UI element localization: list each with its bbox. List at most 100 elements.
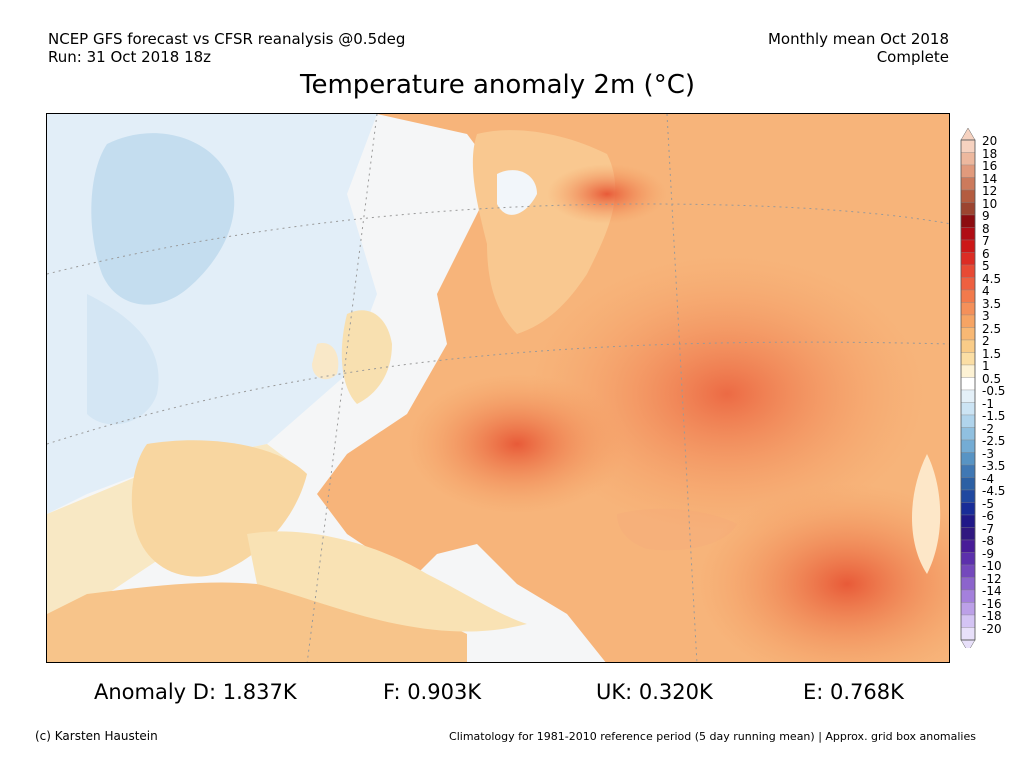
- colorbar: [960, 128, 976, 648]
- colorbar-swatch: [960, 264, 976, 278]
- ireland: [312, 343, 339, 380]
- map-title: Temperature anomaly 2m (°C): [300, 70, 695, 100]
- colorbar-label: -1: [982, 396, 994, 411]
- colorbar-label: -18: [982, 609, 1002, 623]
- anomaly-d: Anomaly D: 1.837K: [94, 680, 297, 704]
- colorbar-swatch: [960, 589, 976, 603]
- colorbar-swatch: [960, 214, 976, 228]
- colorbar-swatch: [960, 489, 976, 503]
- colorbar-swatch: [960, 364, 976, 378]
- colorbar-label: -2.5: [982, 434, 1006, 448]
- colorbar-label: -0.5: [982, 384, 1006, 398]
- map-graphic: [47, 114, 949, 662]
- colorbar-swatch: [960, 627, 976, 641]
- colorbar-label: 7: [982, 234, 990, 248]
- colorbar-swatch: [960, 527, 976, 541]
- colorbar-swatch: [960, 339, 976, 353]
- colorbar-swatch: [960, 277, 976, 291]
- colorbar-swatch: [960, 377, 976, 391]
- colorbar-swatch: [960, 602, 976, 616]
- colorbar-label: 4.5: [982, 271, 1002, 286]
- colorbar-label: 5: [982, 259, 990, 273]
- colorbar-swatch: [960, 352, 976, 366]
- colorbar-label: 3: [982, 309, 990, 323]
- scandinavia-cool-patch: [497, 170, 537, 215]
- colorbar-swatch: [960, 477, 976, 491]
- colorbar-label: -7: [982, 521, 994, 536]
- colorbar-swatch: [960, 402, 976, 416]
- colorbar-frame: [960, 139, 976, 641]
- colorbar-label: -8: [982, 534, 994, 548]
- colorbar-label: 16: [982, 159, 998, 173]
- karelia-warm-anomaly: [547, 164, 667, 224]
- colorbar-swatch: [960, 514, 976, 528]
- colorbar-swatch: [960, 427, 976, 441]
- climatology-note: Climatology for 1981-2010 reference peri…: [449, 730, 976, 743]
- colorbar-label: 3.5: [982, 296, 1002, 311]
- russia-warm-anomaly: [527, 254, 927, 534]
- colorbar-label: 10: [982, 196, 998, 211]
- north-atlantic-cold-region: [87, 294, 159, 425]
- header-right: Monthly mean Oct 2018 Complete: [768, 30, 949, 66]
- colorbar-swatch: [960, 289, 976, 303]
- colorbar-swatch: [960, 614, 976, 628]
- colorbar-swatch: [960, 439, 976, 453]
- colorbar-swatch: [960, 164, 976, 178]
- period-label: Monthly mean Oct 2018: [767, 30, 949, 48]
- colorbar-label: -1.5: [982, 409, 1006, 423]
- caspian-sea: [912, 454, 941, 574]
- colorbar-swatch: [960, 452, 976, 466]
- colorbar-swatch: [960, 389, 976, 403]
- colorbar-swatch: [960, 239, 976, 253]
- colorbar-label: -16: [982, 596, 1002, 611]
- colorbar-top-arrow: [960, 128, 976, 141]
- colorbar-label: 20: [982, 134, 998, 148]
- colorbar-label: 12: [982, 184, 998, 198]
- colorbar-label: -9: [982, 546, 994, 561]
- colorbar-swatch: [960, 227, 976, 241]
- central-europe-warm-anomaly: [407, 374, 627, 514]
- colorbar-swatch: [960, 464, 976, 478]
- colorbar-label: -20: [982, 621, 1002, 636]
- colorbar-label: 2.5: [982, 321, 1002, 336]
- colorbar-label: 2: [982, 334, 990, 348]
- colorbar-swatch: [960, 564, 976, 578]
- colorbar-swatch: [960, 539, 976, 553]
- colorbar-label: 18: [982, 146, 998, 161]
- colorbar-label: 1.5: [982, 346, 1002, 361]
- colorbar-swatch: [960, 152, 976, 166]
- greenland-cold-region: [91, 133, 235, 305]
- colorbar-label: -12: [982, 571, 1002, 586]
- colorbar-label: 6: [982, 246, 990, 261]
- colorbar-swatch: [960, 177, 976, 191]
- colorbar-swatch: [960, 552, 976, 566]
- colorbar-swatch: [960, 302, 976, 316]
- anomaly-map: [46, 113, 950, 663]
- colorbar-swatch: [960, 502, 976, 516]
- colorbar-label: 9: [982, 209, 990, 223]
- colorbar-label: -14: [982, 584, 1002, 598]
- colorbar-swatch: [960, 139, 976, 153]
- mediterranean-sea: [247, 531, 527, 632]
- model-description: NCEP GFS forecast vs CFSR reanalysis @0.…: [48, 30, 406, 48]
- great-britain: [341, 310, 392, 404]
- colorbar-swatch: [960, 414, 976, 428]
- colorbar-swatch: [960, 252, 976, 266]
- colorbar-label: 14: [982, 171, 998, 186]
- colorbar-label: 0.5: [982, 371, 1002, 386]
- colorbar-label: -3: [982, 446, 994, 461]
- colorbar-label: 4: [982, 284, 990, 298]
- colorbar-swatch: [960, 202, 976, 216]
- colorbar-label: 8: [982, 221, 990, 236]
- colorbar-swatch: [960, 314, 976, 328]
- anomaly-e: E: 0.768K: [803, 680, 904, 704]
- colorbar-label: -6: [982, 509, 994, 523]
- middle-east-warm-anomaly: [697, 484, 949, 662]
- graticule: [47, 114, 949, 662]
- colorbar-swatch: [960, 327, 976, 341]
- colorbar-swatch: [960, 189, 976, 203]
- colorbar-label: -4.5: [982, 484, 1006, 498]
- copyright: (c) Karsten Haustein: [35, 729, 158, 743]
- colorbar-bottom-arrow: [960, 639, 976, 648]
- colorbar-label: -4: [982, 471, 994, 486]
